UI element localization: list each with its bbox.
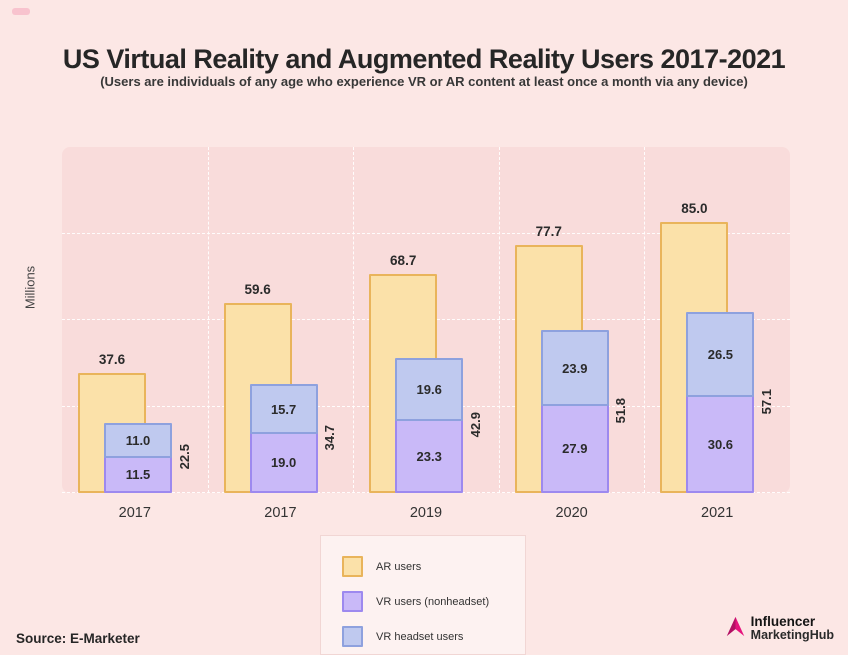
vr-headset-segment: 23.9 [540, 330, 609, 406]
brand-name-line2: MarketingHub [750, 628, 834, 643]
vr-total-label: 34.7 [320, 382, 340, 493]
x-tick-label: 2020 [555, 505, 588, 521]
vr-total-label: 51.8 [611, 328, 631, 493]
vr-headset-segment: 15.7 [249, 384, 318, 434]
vr-total-value: 51.8 [613, 397, 629, 424]
vr-headset-segment: 26.5 [686, 312, 755, 397]
plot-area: 37.6 11.5 11.0 22.5 59.6 19.0 15.7 34.7 68.7 23.3… [62, 147, 790, 493]
gridline-vertical [498, 147, 500, 493]
ar-value-label: 77.7 [535, 224, 562, 239]
vr-total-label: 42.9 [465, 356, 485, 493]
gridline-vertical [207, 147, 209, 493]
chart-title: US Virtual Reality and Augmented Reality… [62, 44, 786, 75]
vr-total-value: 22.5 [176, 444, 192, 470]
decoration-mark [12, 8, 30, 15]
legend-label: VR users (nonheadset) [376, 595, 490, 608]
legend-item-vr-headset: VR headset users [342, 619, 525, 654]
vr-total-value: 42.9 [467, 411, 483, 438]
ar-value-label: 59.6 [244, 282, 271, 297]
legend-label: VR headset users [376, 630, 464, 643]
legend-swatch-vr-headset [342, 626, 363, 647]
y-axis-label: Millions [22, 265, 38, 310]
bars-layer: 37.6 11.5 11.0 22.5 59.6 19.0 15.7 34.7 68.7 23.3… [62, 147, 790, 493]
source-credit: Source: E-Marketer [16, 631, 140, 646]
legend-swatch-ar-users [342, 556, 363, 577]
vr-total-value: 57.1 [758, 388, 774, 415]
vr-headset-segment: 19.6 [395, 358, 464, 421]
chart-subtitle: (Users are individuals of any age who ex… [100, 74, 748, 89]
legend: AR users VR users (nonheadset) VR headse… [320, 535, 526, 655]
vr-nonheadset-segment: 27.9 [540, 404, 609, 493]
legend-item-vr-nonheadset: VR users (nonheadset) [342, 584, 525, 619]
vr-headset-segment: 11.0 [104, 423, 172, 458]
x-axis-labels: 2017 2017 2019 2020 2021 [62, 505, 790, 529]
legend-swatch-vr-nonheadset [342, 591, 363, 612]
gridline-horizontal [62, 232, 790, 234]
vr-total-label: 57.1 [756, 310, 776, 493]
gridline-vertical [644, 147, 646, 493]
vr-nonheadset-segment: 23.3 [395, 419, 464, 493]
vr-total-value: 34.7 [322, 424, 338, 451]
vr-nonheadset-segment: 19.0 [249, 432, 318, 493]
brand-logo-icon [726, 616, 744, 637]
x-tick-label: 2017 [264, 505, 297, 521]
ar-value-label: 37.6 [98, 352, 126, 367]
brand-logo: Influencer MarketingHub [725, 614, 834, 643]
x-tick-label: 2017 [118, 505, 151, 521]
brand-logo-text: Influencer MarketingHub [750, 614, 834, 643]
gridline-vertical [353, 147, 355, 493]
vr-nonheadset-segment: 30.6 [686, 395, 755, 493]
ar-value-label: 85.0 [681, 201, 708, 216]
x-tick-label: 2019 [409, 505, 443, 521]
vr-total-label: 22.5 [174, 421, 194, 493]
legend-label: AR users [376, 560, 422, 573]
brand-name-line1: Influencer [750, 614, 816, 629]
ar-value-label: 68.7 [390, 253, 417, 268]
x-tick-label: 2021 [701, 505, 734, 521]
legend-item-ar: AR users [342, 549, 525, 584]
vr-nonheadset-segment: 11.5 [104, 456, 172, 493]
